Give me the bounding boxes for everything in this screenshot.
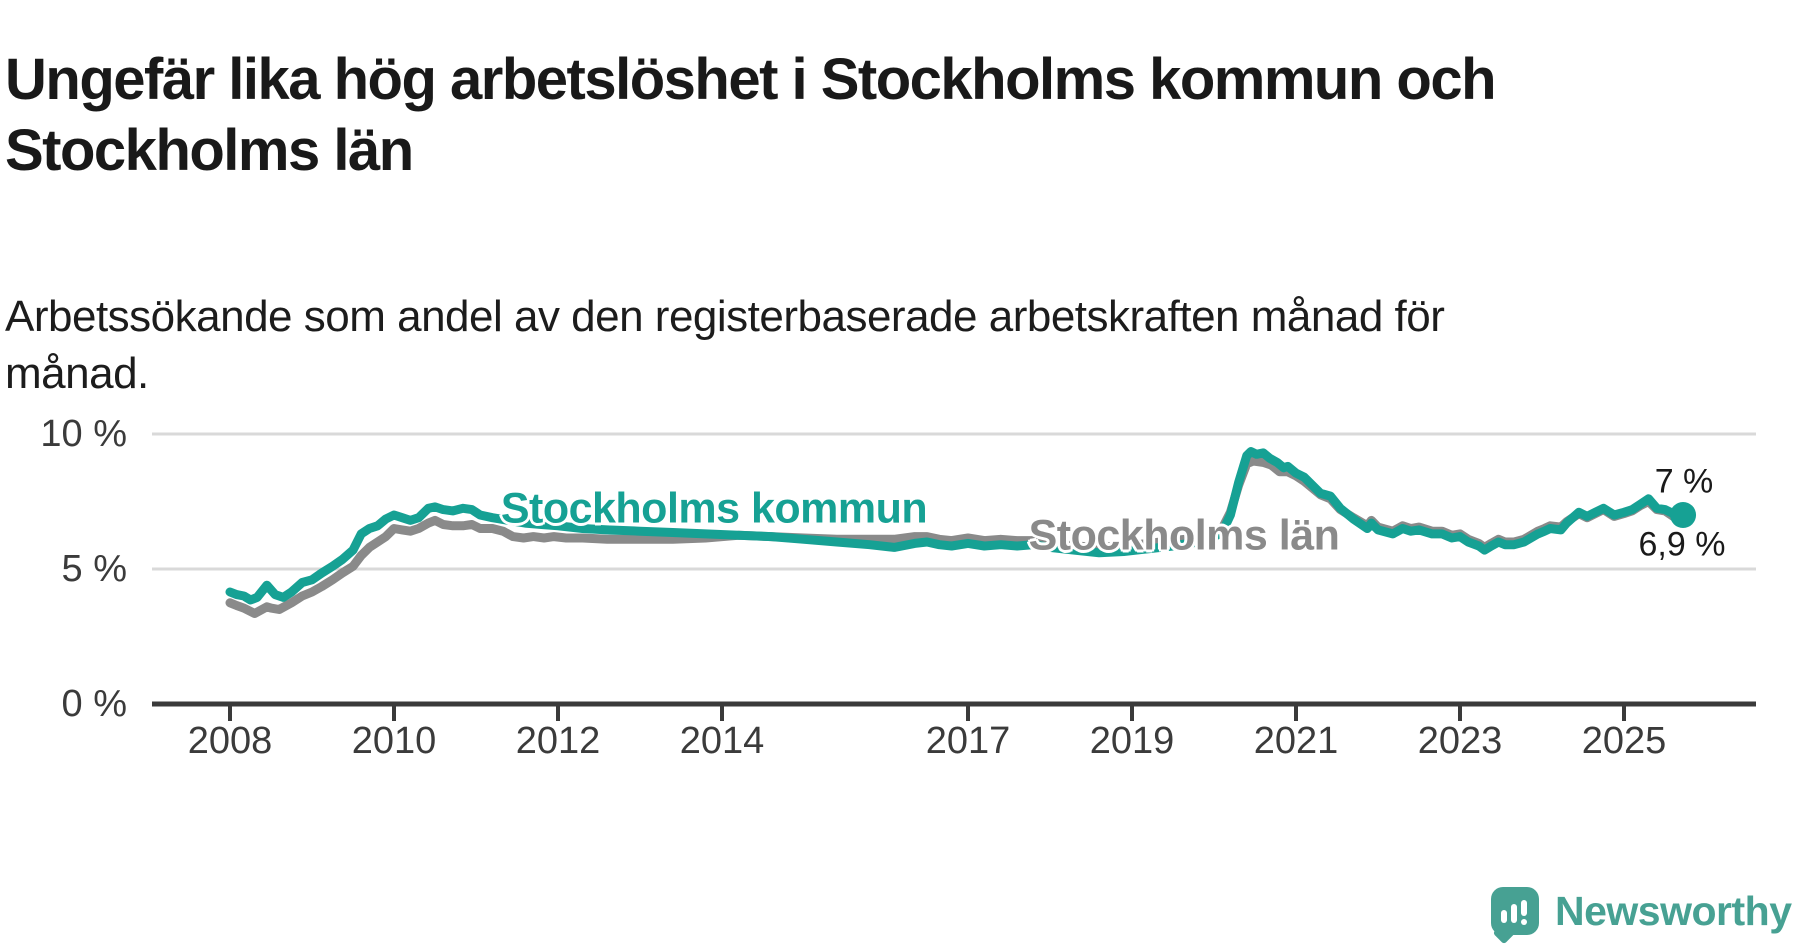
line-stockholms-kommun	[225, 447, 1688, 605]
end-point-dot	[1670, 502, 1697, 528]
page-title: Ungefär lika hög arbetslöshet i Stockhol…	[5, 46, 1497, 183]
x-tick-label-2021: 2021	[1253, 720, 1339, 762]
x-tick-label-2012: 2012	[515, 720, 601, 762]
x-tick-label-2023: 2023	[1417, 720, 1503, 762]
bar-chart-icon	[1501, 910, 1507, 923]
x-tick-label-2010: 2010	[351, 720, 437, 762]
x-tick-label-2017: 2017	[925, 720, 1011, 762]
y-tick-label-5: 5 %	[61, 548, 127, 590]
newsworthy-logo-icon	[1491, 887, 1539, 945]
end-value-label-lan: 6,9 %	[1638, 525, 1726, 564]
end-value-label-kommun: 7 %	[1654, 462, 1714, 501]
y-tick-label-10: 10 %	[40, 413, 127, 455]
exclamation-icon	[1521, 900, 1527, 916]
y-tick-label-0: 0 %	[61, 683, 127, 725]
x-tick-label-2025: 2025	[1581, 720, 1667, 762]
newsworthy-logo-text: Newsworthy	[1555, 888, 1792, 934]
x-tick-label-2019: 2019	[1089, 720, 1175, 762]
x-tick-label-2008: 2008	[187, 720, 273, 762]
series-label-stockholms-lan: Stockholms län	[1028, 511, 1340, 560]
series-label-stockholms-kommun: Stockholms kommun	[500, 484, 928, 533]
x-tick-label-2014: 2014	[679, 720, 765, 762]
chart-subtitle: Arbetssökande som andel av den registerb…	[5, 292, 1445, 399]
